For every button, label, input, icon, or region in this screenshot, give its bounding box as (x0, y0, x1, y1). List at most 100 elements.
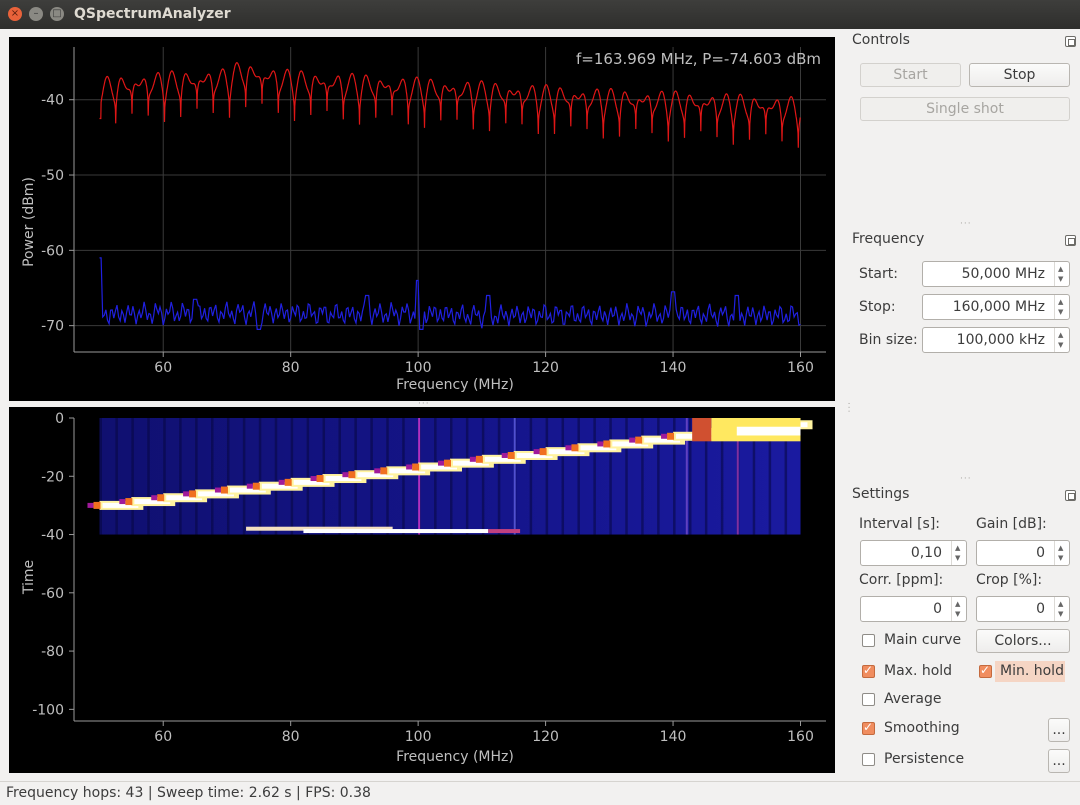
waterfall-band-edge (469, 456, 476, 462)
smoothing-options-button[interactable]: ... (1048, 718, 1070, 742)
plot-splitter-handle[interactable]: ··· (418, 399, 430, 409)
undock-icon[interactable] (1065, 490, 1076, 501)
spin-down-icon[interactable]: ▼ (1058, 610, 1064, 618)
waterfall-band-core (548, 449, 585, 455)
waterfall-band-edge (501, 452, 508, 458)
waterfall-band-core (580, 445, 617, 451)
start-button[interactable]: Start (860, 63, 961, 87)
main-curve-label[interactable]: Main curve (884, 632, 962, 648)
waterfall-band-edge (533, 449, 540, 455)
smoothing-label[interactable]: Smoothing (884, 720, 960, 736)
spin-down-icon[interactable]: ▼ (1058, 275, 1064, 283)
waterfall-band-core (644, 437, 681, 443)
spin-up-icon[interactable]: ▲ (1058, 265, 1064, 273)
waterfall-band-edge (252, 482, 260, 490)
waterfall-column (593, 418, 596, 535)
dock-splitter-handle[interactable]: ··· (960, 219, 972, 229)
undock-icon[interactable] (1065, 235, 1076, 246)
waterfall-band-edge (220, 486, 228, 494)
waterfall-band-edge (635, 436, 643, 444)
waterfall-band-edge (157, 494, 165, 502)
bin-size-spinbox[interactable]: 100,000 kHz ▲ ▼ (922, 327, 1070, 353)
x-tick-label: 140 (660, 360, 687, 376)
waterfall-band-core (325, 476, 362, 482)
single-shot-button[interactable]: Single shot (860, 97, 1070, 121)
interval-spinbox[interactable]: 0,10 ▲ ▼ (860, 540, 967, 566)
waterfall-column (99, 418, 102, 535)
waterfall-band-edge (93, 501, 101, 509)
min-hold-label[interactable]: Min. hold (1000, 663, 1064, 679)
waterfall-signal-line (685, 418, 688, 535)
smoothing-checkbox[interactable] (862, 720, 875, 735)
waterfall-column (115, 418, 118, 535)
dock-splitter-handle[interactable]: ··· (843, 402, 853, 414)
waterfall-column (131, 418, 134, 535)
colors-button[interactable]: Colors... (976, 629, 1070, 653)
x-tick-label: 120 (532, 729, 559, 745)
waterfall-band-edge (246, 483, 253, 489)
max-hold-label[interactable]: Max. hold (884, 663, 953, 679)
spin-up-icon[interactable]: ▲ (1058, 298, 1064, 306)
max-hold-checkbox[interactable] (862, 663, 875, 678)
crop-spinbox[interactable]: 0 ▲ ▼ (976, 596, 1070, 622)
waterfall-column (434, 418, 437, 535)
stop-frequency-spinbox[interactable]: 160,000 MHz ▲ ▼ (922, 294, 1070, 320)
settings-dock-title: Settings (852, 486, 910, 502)
persistence-checkbox[interactable] (862, 753, 875, 766)
waterfall-band-core (357, 472, 394, 478)
waterfall-band-core (389, 468, 426, 474)
waterfall-column (641, 418, 644, 535)
waterfall-band-edge (629, 437, 636, 443)
waterfall-column (147, 418, 150, 535)
start-frequency-spinbox[interactable]: 50,000 MHz ▲ ▼ (922, 261, 1070, 287)
spin-up-icon[interactable]: ▲ (1058, 331, 1064, 339)
waterfall-column (450, 418, 453, 535)
spin-down-icon[interactable]: ▼ (955, 610, 961, 618)
spin-down-icon[interactable]: ▼ (1058, 341, 1064, 349)
waterfall-column (290, 418, 294, 535)
persistence-options-button[interactable]: ... (1048, 749, 1070, 773)
average-checkbox[interactable] (862, 693, 875, 706)
spin-up-icon[interactable]: ▲ (1058, 600, 1064, 608)
y-tick-label: -40 (41, 93, 64, 109)
crop-label: Crop [%]: (976, 572, 1043, 588)
dock-splitter-handle[interactable]: ··· (960, 474, 972, 484)
x-tick-label: 140 (660, 729, 687, 745)
corr-spinbox[interactable]: 0 ▲ ▼ (860, 596, 967, 622)
x-tick-label: 60 (154, 360, 172, 376)
gain-spinbox[interactable]: 0 ▲ ▼ (976, 540, 1070, 566)
y-tick-label: -40 (41, 528, 64, 544)
persistence-label[interactable]: Persistence (884, 751, 965, 767)
spin-down-icon[interactable]: ▼ (955, 554, 961, 562)
undock-icon[interactable] (1065, 36, 1076, 47)
spin-down-icon[interactable]: ▼ (1058, 554, 1064, 562)
waterfall-band-edge (565, 445, 572, 451)
waterfall-column (688, 418, 692, 535)
waterfall-column (465, 418, 469, 535)
min-hold-curve (99, 257, 801, 330)
average-label[interactable]: Average (884, 691, 942, 707)
spectrum-plot[interactable]: 60 80 100 120 140 160 -40 -50 -60 -70 f=163.969 M… (9, 37, 835, 401)
waterfall-plot[interactable]: 60 80 100 120 140 160 0 -20 -40 -60 -80 -100 Freque… (9, 407, 835, 773)
minimize-window-icon[interactable]: – (29, 7, 43, 21)
spectrum-chart[interactable]: 60 80 100 120 140 160 -40 -50 -60 -70 f=163.969 M… (9, 37, 835, 401)
waterfall-column (704, 418, 708, 535)
spin-down-icon[interactable]: ▼ (1058, 308, 1064, 316)
waterfall-band-edge (603, 440, 611, 448)
waterfall-column (402, 418, 405, 535)
status-bar: Frequency hops: 43 | Sweep time: 2.62 s … (0, 781, 1080, 805)
stop-button[interactable]: Stop (969, 63, 1070, 87)
close-window-icon[interactable]: × (8, 7, 22, 21)
stop-frequency-label: Stop: (859, 299, 896, 315)
waterfall-band-core (612, 441, 649, 447)
waterfall-chart[interactable]: 60 80 100 120 140 160 0 -20 -40 -60 -80 -100 Freque… (9, 407, 835, 773)
spin-up-icon[interactable]: ▲ (955, 600, 961, 608)
x-axis-label: Frequency (MHz) (396, 377, 514, 393)
waterfall-band-edge (284, 478, 292, 486)
spin-up-icon[interactable]: ▲ (1058, 544, 1064, 552)
min-hold-checkbox[interactable] (979, 663, 992, 678)
maximize-window-icon[interactable]: □ (50, 7, 64, 21)
main-curve-checkbox[interactable] (862, 634, 875, 647)
waterfall-band-core (134, 499, 171, 505)
spin-up-icon[interactable]: ▲ (955, 544, 961, 552)
